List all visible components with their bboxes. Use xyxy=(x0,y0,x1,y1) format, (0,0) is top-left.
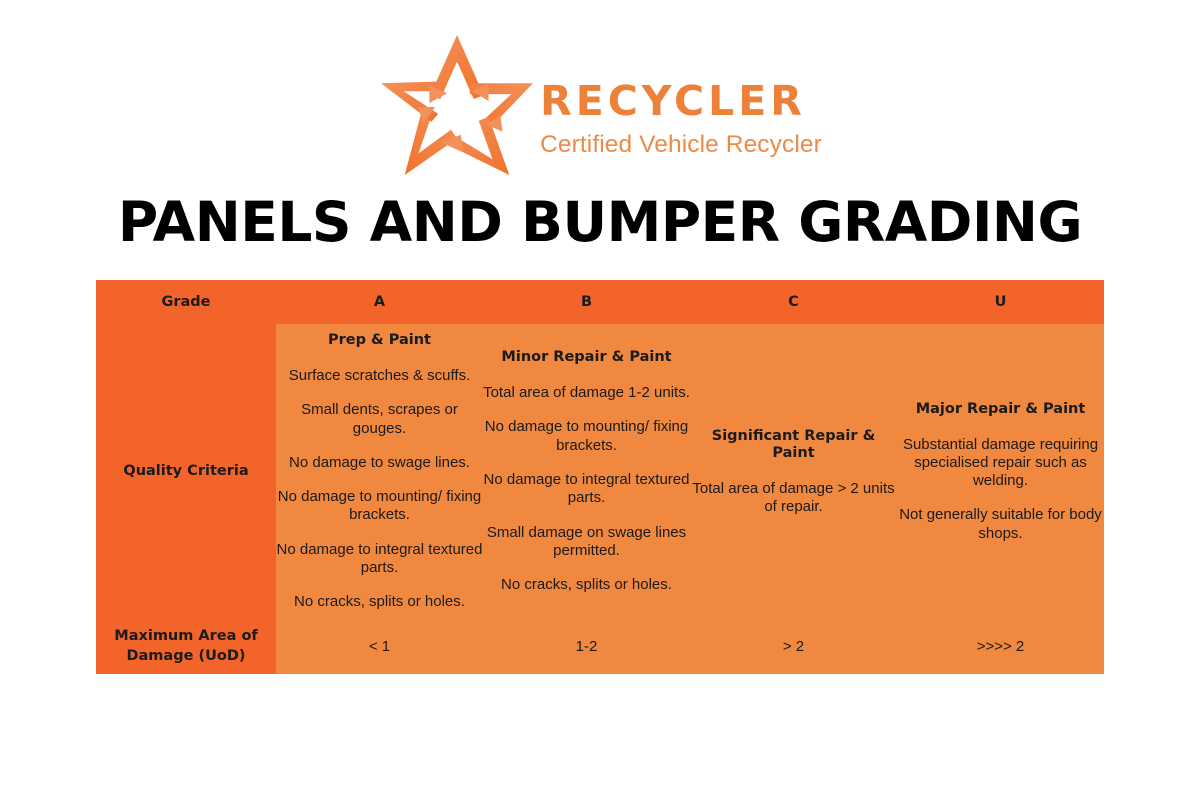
cell-quality-criteria-c: Significant Repair & Paint Total area of… xyxy=(690,324,897,620)
cell-heading: Major Repair & Paint xyxy=(915,400,1086,417)
cell-value: 1-2 xyxy=(575,638,598,655)
cell-line: Total area of damage > 2 units of repair… xyxy=(692,479,895,516)
cell-value: >>>> 2 xyxy=(976,638,1025,655)
cell-line: Substantial damage requiring specialised… xyxy=(902,435,1099,490)
cell-value: > 2 xyxy=(782,638,805,655)
table-row-maximum-area: Maximum Area of Damage (UoD) < 1 1-2 > 2… xyxy=(96,620,1104,674)
cell-line: Surface scratches & scuffs. xyxy=(288,367,471,384)
table-header: Grade A B C U xyxy=(96,280,1104,324)
cell-quality-criteria-b: Minor Repair & Paint Total area of damag… xyxy=(483,324,690,620)
logo-wordmark: RECYCLER Certified Vehicle Recycler xyxy=(540,53,822,158)
header-grade-label: Grade xyxy=(96,280,276,324)
logo-inner: RECYCLER Certified Vehicle Recycler xyxy=(378,32,822,178)
cell-maximum-area-a: < 1 xyxy=(276,620,483,674)
brand-tagline: Certified Vehicle Recycler xyxy=(540,130,822,158)
header-grade-b: B xyxy=(483,280,690,324)
page-title: PANELS AND BUMPER GRADING xyxy=(117,190,1083,254)
cell-line: Small damage on swage lines permitted. xyxy=(486,523,687,559)
cell-line: No damage to mounting/ fixing brackets. xyxy=(484,418,689,454)
cell-line: No damage to mounting/ fixing brackets. xyxy=(277,488,482,524)
grading-table: Grade A B C U Quality Criteria Prep & Pa… xyxy=(96,280,1104,674)
cell-heading: Significant Repair & Paint xyxy=(711,427,876,462)
brand-name: RECYCLER xyxy=(540,76,806,125)
row-label-maximum-area: Maximum Area of Damage (UoD) xyxy=(96,620,276,674)
cell-line: No damage to integral textured parts. xyxy=(276,540,483,577)
cell-line: Not generally suitable for body shops. xyxy=(899,506,1102,542)
cell-heading: Minor Repair & Paint xyxy=(501,349,672,366)
cell-line: No damage to swage lines. xyxy=(289,453,470,471)
row-label-quality-criteria: Quality Criteria xyxy=(96,324,276,620)
cell-line: No cracks, splits or holes. xyxy=(501,576,672,594)
cell-maximum-area-c: > 2 xyxy=(690,620,897,674)
brand-logo: RECYCLER Certified Vehicle Recycler xyxy=(0,30,1200,180)
cell-line: No damage to integral textured parts. xyxy=(483,471,690,507)
cell-quality-criteria-u: Major Repair & Paint Substantial damage … xyxy=(897,324,1104,620)
header-grade-c: C xyxy=(690,280,897,324)
cell-value: < 1 xyxy=(368,638,391,655)
header-grade-u: U xyxy=(897,280,1104,324)
table-row-quality-criteria: Quality Criteria Prep & Paint Surface sc… xyxy=(96,324,1104,620)
cell-line: Small dents, scrapes or gouges. xyxy=(301,401,458,437)
cell-heading: Prep & Paint xyxy=(328,332,431,349)
cell-line: No cracks, splits or holes. xyxy=(294,593,465,611)
table-header-row: Grade A B C U xyxy=(96,280,1104,324)
cell-line: Total area of damage 1-2 units. xyxy=(483,384,690,402)
cell-maximum-area-u: >>>> 2 xyxy=(897,620,1104,674)
cell-maximum-area-b: 1-2 xyxy=(483,620,690,674)
header-grade-a: A xyxy=(276,280,483,324)
cell-quality-criteria-a: Prep & Paint Surface scratches & scuffs.… xyxy=(276,324,483,620)
recycling-star-icon xyxy=(381,34,534,176)
table-body: Quality Criteria Prep & Paint Surface sc… xyxy=(96,324,1104,674)
